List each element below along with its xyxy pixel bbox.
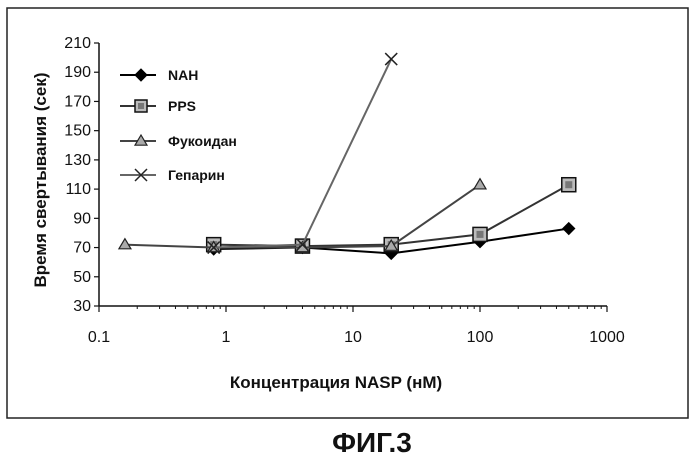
y-tick-label: 90 (73, 210, 91, 227)
x-tick-label: 10 (344, 329, 362, 346)
y-tick-label: 130 (64, 152, 91, 169)
y-tick-label: 70 (73, 240, 91, 257)
legend-label: Гепарин (168, 167, 225, 183)
figure-caption: ФИГ.3 (332, 427, 412, 458)
data-point-pps (562, 178, 576, 192)
square-marker-inner (138, 103, 144, 109)
y-axis-title: Время свертывания (сек) (31, 72, 50, 287)
y-tick-label: 110 (65, 181, 91, 198)
legend-label: PPS (168, 98, 196, 114)
y-tick-label: 150 (64, 123, 91, 140)
y-tick-label: 50 (73, 269, 91, 286)
chart-frame (7, 8, 688, 418)
x-tick-label: 0.1 (88, 329, 110, 346)
square-marker-inner (565, 181, 572, 188)
square-marker-inner (477, 231, 484, 238)
data-point-pps (473, 227, 487, 241)
y-tick-label: 190 (64, 64, 91, 81)
y-tick-label: 30 (73, 298, 91, 315)
legend-label: NAH (168, 67, 198, 83)
x-tick-label: 1 (222, 329, 231, 346)
legend-entry: Гепарин (120, 167, 225, 183)
legend-label: Фукоидан (168, 133, 237, 149)
x-axis-title: Концентрация NASP (нМ) (230, 373, 442, 392)
chart-figure: 305070901101301501701902100.11101001000 … (0, 0, 699, 465)
y-tick-label: 210 (64, 35, 91, 52)
y-tick-label: 170 (64, 93, 91, 110)
x-tick-label: 100 (467, 329, 494, 346)
x-tick-label: 1000 (589, 329, 625, 346)
